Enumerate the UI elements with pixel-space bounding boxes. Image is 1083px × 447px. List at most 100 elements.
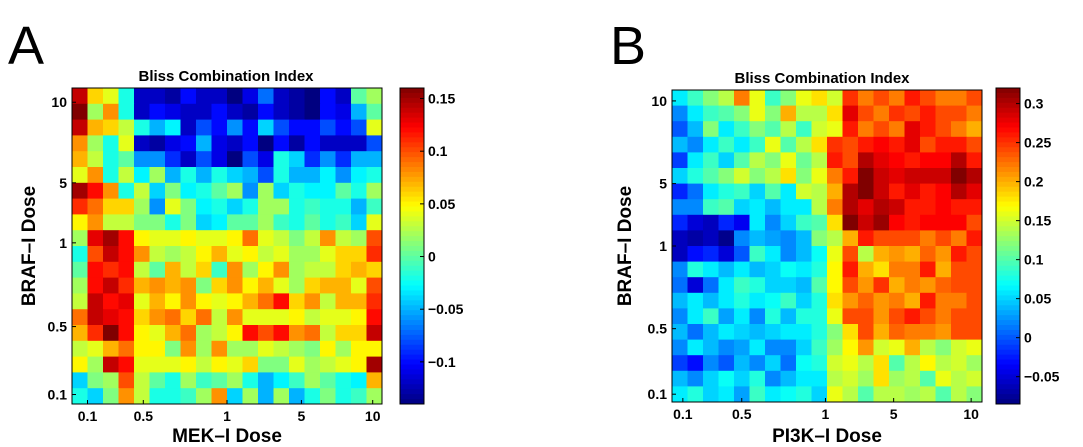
heatmap-cell: [289, 135, 305, 152]
heatmap-cell: [180, 372, 197, 389]
heatmap-cell: [904, 246, 921, 262]
heatmap-cell: [289, 309, 305, 326]
heatmap-cell: [180, 356, 197, 373]
heatmap-cell: [103, 293, 119, 310]
heatmap-cell: [72, 230, 88, 247]
heatmap-cell: [811, 324, 828, 340]
colorbar-swatch: [996, 334, 1020, 341]
heatmap-cell: [165, 309, 181, 326]
heatmap-cell: [951, 339, 967, 356]
heatmap-cell: [134, 388, 150, 405]
heatmap-cell: [87, 135, 104, 152]
heatmap-cell: [687, 370, 704, 387]
colorbar-tick-label: 0.15: [1024, 213, 1051, 229]
heatmap-cell: [87, 103, 104, 120]
heatmap-cell: [289, 103, 305, 120]
heatmap-cell: [103, 119, 119, 136]
heatmap-cell: [227, 151, 243, 168]
heatmap-cell: [258, 135, 274, 152]
heatmap-cell: [749, 136, 766, 153]
heatmap-cell: [749, 152, 766, 169]
heatmap-cell: [703, 105, 719, 122]
colorbar-swatch: [400, 255, 424, 262]
heatmap-cell: [258, 214, 274, 231]
heatmap-cell: [180, 182, 197, 199]
heatmap-cell: [134, 167, 150, 184]
y-tick-label: 0.1: [48, 387, 68, 403]
heatmap-cell: [273, 356, 290, 373]
heatmap-cell: [227, 356, 243, 373]
heatmap-cell: [335, 261, 352, 278]
heatmap-cell: [242, 325, 259, 342]
colorbar-swatch: [996, 171, 1020, 178]
heatmap-cell: [227, 325, 243, 342]
heatmap-cell: [749, 370, 766, 387]
colorbar-swatch: [400, 310, 424, 316]
heatmap-cell: [734, 199, 750, 216]
heatmap-cell: [304, 214, 321, 231]
heatmap-cell: [149, 135, 166, 152]
heatmap-cell: [873, 292, 890, 309]
heatmap-cell: [289, 261, 305, 278]
heatmap-cell: [227, 246, 243, 263]
heatmap-cell: [103, 103, 119, 120]
heatmap-cell: [796, 261, 812, 278]
heatmap-cell: [966, 308, 983, 325]
colorbar-swatch: [996, 241, 1020, 247]
heatmap-cell: [289, 88, 305, 105]
heatmap-cell: [873, 90, 890, 106]
heatmap-cell: [765, 386, 781, 403]
heatmap-cell: [118, 135, 135, 152]
heatmap-cell: [103, 309, 119, 326]
heatmap-cell: [827, 386, 843, 403]
heatmap-cell: [180, 198, 197, 215]
heatmap-cell: [920, 90, 936, 106]
heatmap-cell: [951, 183, 967, 200]
heatmap-cell: [211, 340, 228, 357]
heatmap-cell: [258, 151, 274, 168]
heatmap-cell: [273, 388, 290, 405]
heatmap-cell: [718, 246, 735, 262]
heatmap-cell: [842, 152, 859, 169]
heatmap-cell: [366, 325, 383, 342]
heatmap-cell: [672, 136, 688, 153]
heatmap-cell: [211, 230, 228, 247]
heatmap-cell: [827, 277, 843, 294]
heatmap-cell: [951, 105, 967, 122]
heatmap-cell: [935, 152, 952, 169]
heatmap-cell: [765, 105, 781, 122]
heatmap-cell: [687, 90, 704, 106]
colorbar-swatch: [996, 176, 1020, 183]
heatmap-cell: [920, 121, 936, 138]
heatmap-cell: [103, 230, 119, 247]
heatmap-cell: [366, 230, 383, 247]
heatmap-cell: [780, 121, 797, 138]
heatmap-cell: [258, 182, 274, 199]
heatmap-cell: [72, 277, 88, 294]
colorbar-swatch: [400, 334, 424, 341]
heatmap-cell: [320, 151, 336, 168]
colorbar-swatch: [996, 246, 1020, 252]
heatmap-cell: [335, 214, 352, 231]
heatmap-cell: [811, 90, 828, 106]
panel-b-letter: B: [610, 16, 646, 76]
heatmap-cell: [827, 183, 843, 200]
heatmap-cell: [227, 372, 243, 389]
x-tick-label: 0.5: [134, 408, 154, 424]
heatmap-cell: [165, 198, 181, 215]
colorbar-swatch: [400, 359, 424, 365]
heatmap-cell: [889, 308, 905, 325]
heatmap-cell: [180, 261, 197, 278]
heatmap-cell: [273, 167, 290, 184]
heatmap-cell: [889, 292, 905, 309]
heatmap-cell: [335, 388, 352, 405]
heatmap-cell: [149, 198, 166, 215]
heatmap-cell: [351, 261, 367, 278]
heatmap-cell: [935, 214, 952, 231]
heatmap-cell: [304, 261, 321, 278]
heatmap-cell: [842, 230, 859, 247]
heatmap-cell: [935, 136, 952, 153]
heatmap-cell: [749, 261, 766, 278]
colorbar-swatch: [996, 117, 1020, 124]
